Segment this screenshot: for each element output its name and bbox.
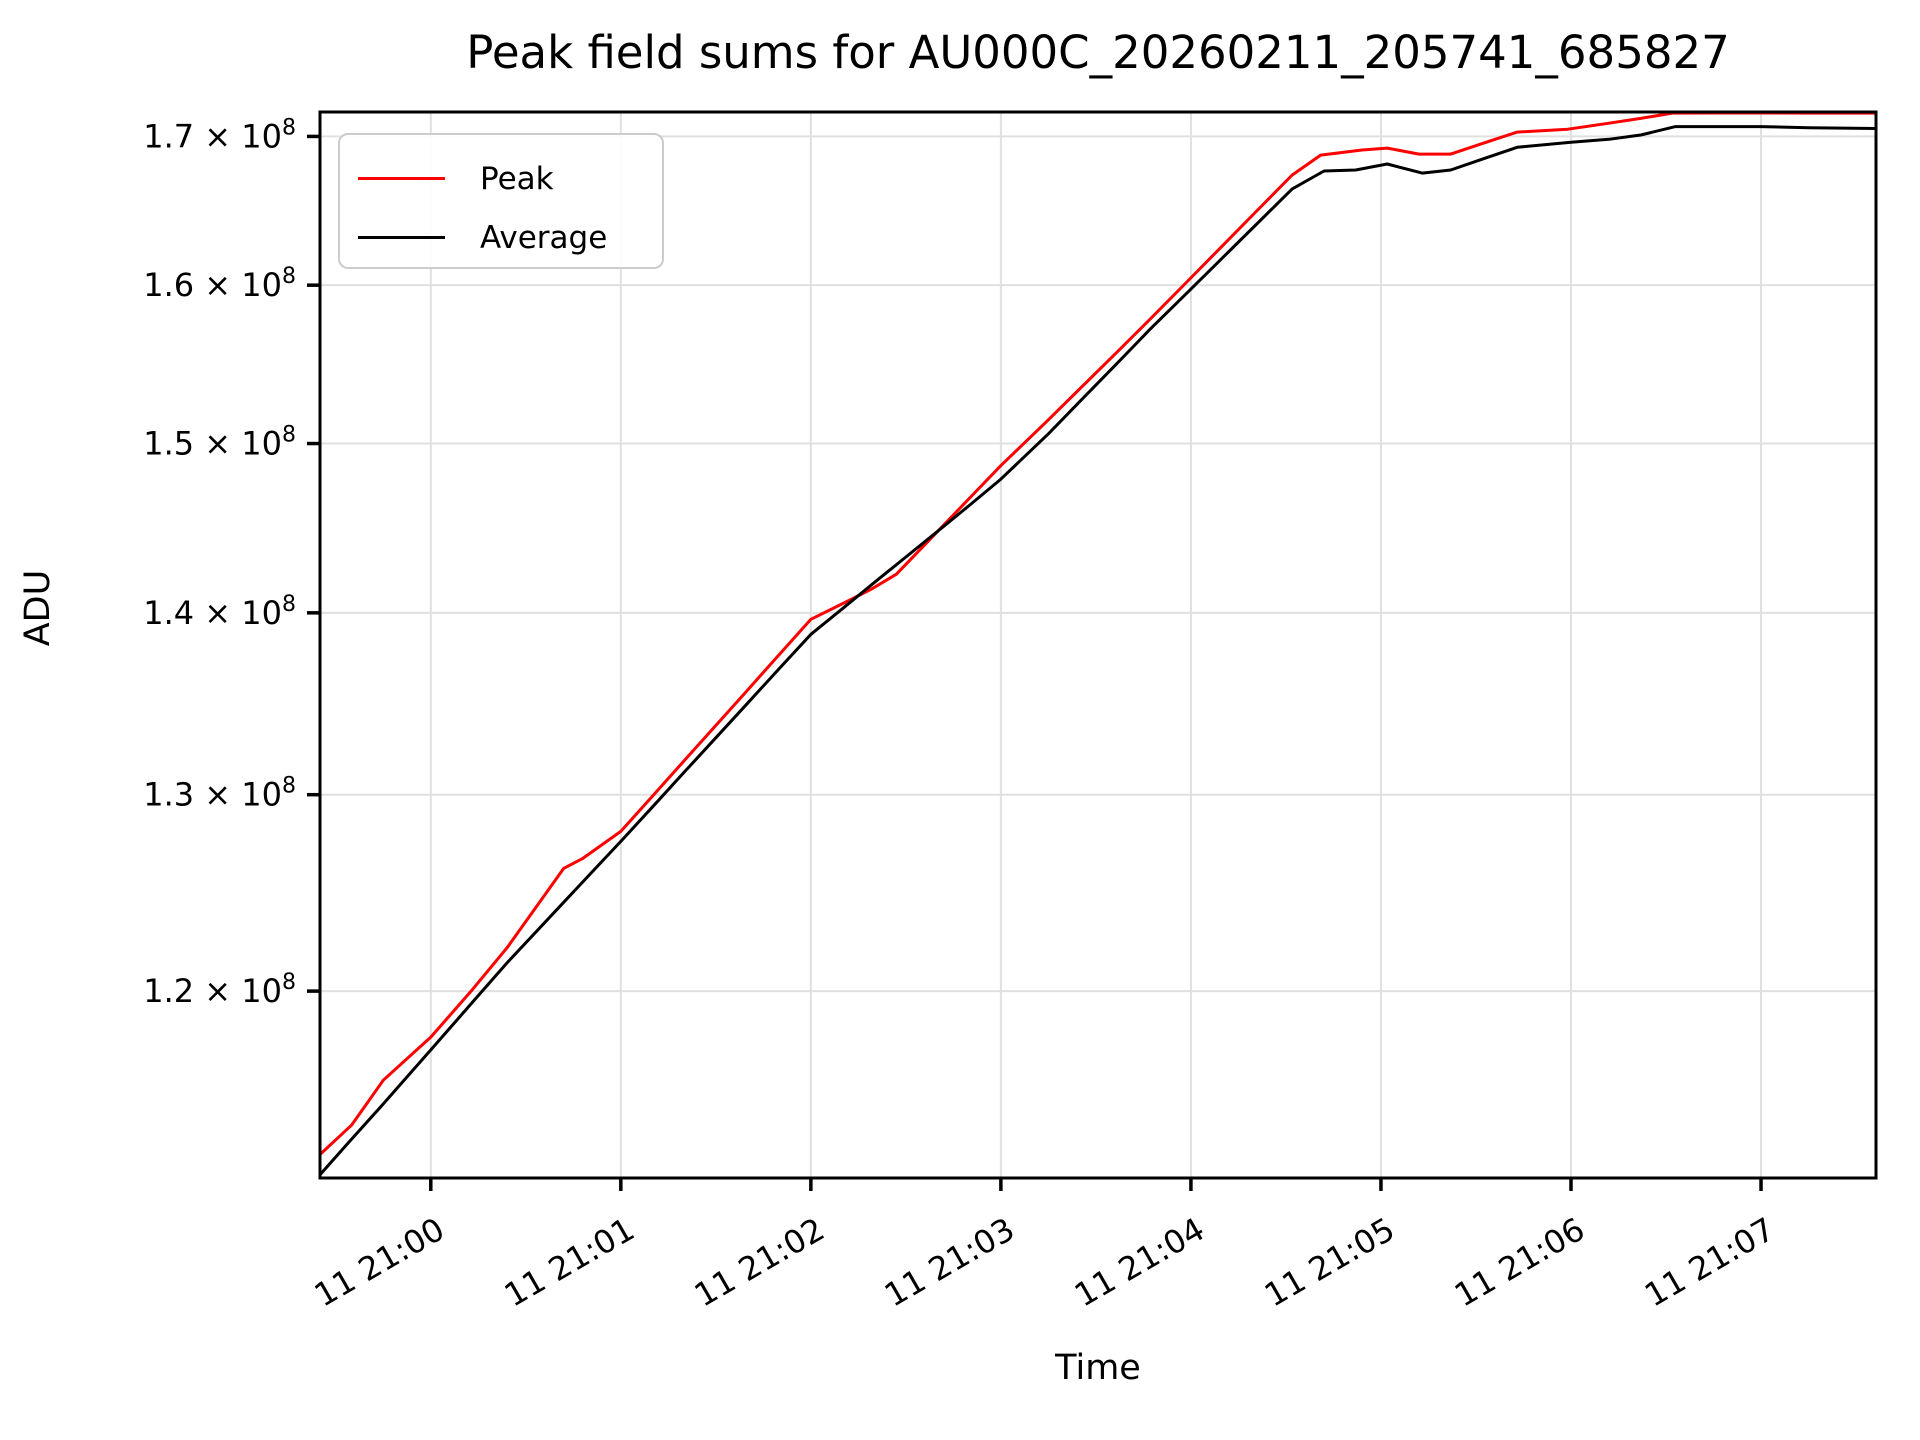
legend: Peak Average bbox=[338, 133, 664, 269]
legend-line-sample bbox=[358, 236, 445, 239]
y-axis-label: ADU bbox=[18, 569, 58, 647]
x-tick-label: 11 21:00 bbox=[308, 1210, 451, 1314]
series-line-average bbox=[318, 125, 1878, 1177]
x-tick-label: 11 21:03 bbox=[878, 1210, 1021, 1314]
chart-title: Peak field sums for AU000C_20260211_2057… bbox=[466, 26, 1730, 79]
y-tick-label: 1.2 × 108 bbox=[143, 970, 296, 1010]
legend-entry-average: Average bbox=[358, 211, 662, 265]
legend-line-sample bbox=[358, 177, 445, 180]
x-tick-label: 11 21:05 bbox=[1258, 1210, 1401, 1314]
legend-entry-peak: Peak bbox=[358, 152, 662, 206]
y-tick-label: 1.6 × 108 bbox=[143, 264, 296, 304]
x-tick-label: 11 21:04 bbox=[1068, 1210, 1211, 1314]
x-tick-label: 11 21:07 bbox=[1638, 1210, 1781, 1314]
x-tick-label: 11 21:06 bbox=[1448, 1210, 1591, 1314]
x-tick-label: 11 21:02 bbox=[688, 1210, 831, 1314]
y-tick-label: 1.4 × 108 bbox=[143, 592, 296, 632]
x-axis-label: Time bbox=[1055, 1348, 1141, 1388]
y-tick-label: 1.3 × 108 bbox=[143, 774, 296, 814]
legend-label: Peak bbox=[480, 160, 554, 197]
x-tick-label: 11 21:01 bbox=[498, 1210, 641, 1314]
axes-spines bbox=[318, 110, 1878, 1180]
series-line-peak bbox=[318, 111, 1878, 1156]
y-tick-label: 1.7 × 108 bbox=[143, 115, 296, 155]
legend-label: Average bbox=[480, 219, 608, 256]
y-tick-label: 1.5 × 108 bbox=[143, 423, 296, 463]
